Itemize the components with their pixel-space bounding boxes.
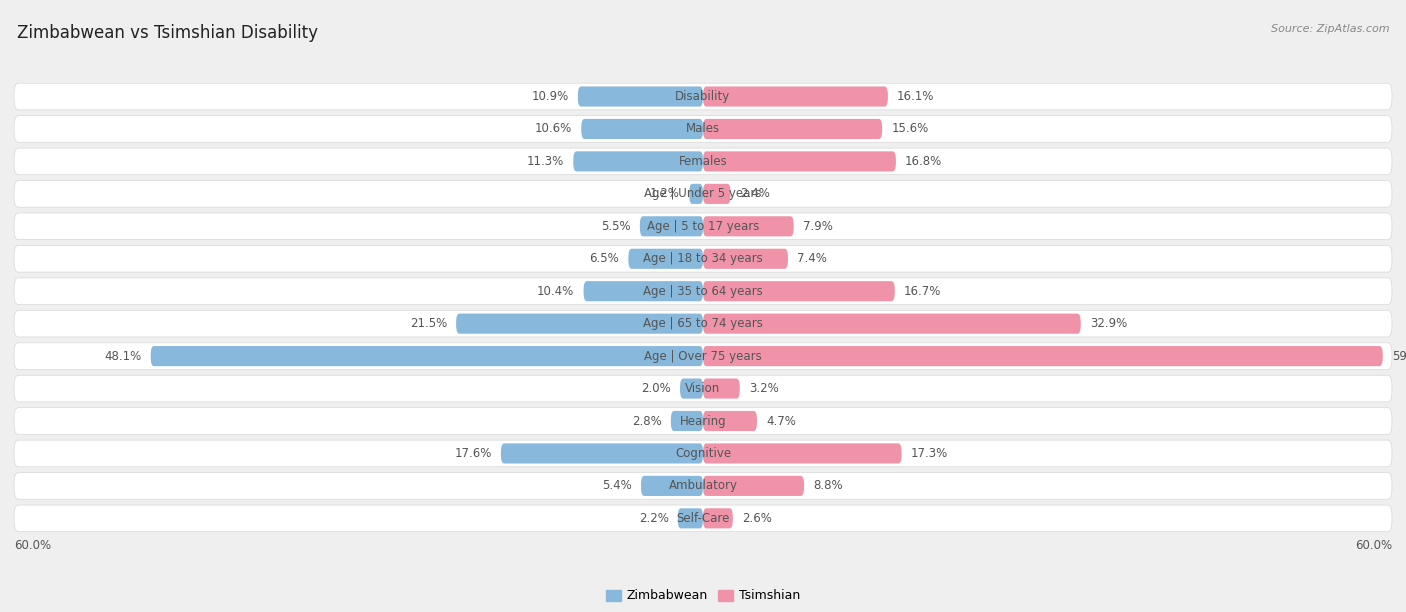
FancyBboxPatch shape	[574, 151, 703, 171]
Text: 21.5%: 21.5%	[409, 317, 447, 330]
Text: 60.0%: 60.0%	[14, 539, 51, 553]
Text: 6.5%: 6.5%	[589, 252, 619, 265]
Text: Age | Over 75 years: Age | Over 75 years	[644, 349, 762, 363]
FancyBboxPatch shape	[703, 476, 804, 496]
FancyBboxPatch shape	[678, 509, 703, 528]
Text: 2.4%: 2.4%	[740, 187, 769, 200]
Text: 10.6%: 10.6%	[534, 122, 572, 135]
FancyBboxPatch shape	[703, 216, 794, 236]
FancyBboxPatch shape	[14, 181, 1392, 207]
FancyBboxPatch shape	[628, 248, 703, 269]
FancyBboxPatch shape	[703, 378, 740, 398]
FancyBboxPatch shape	[681, 378, 703, 398]
Text: 16.7%: 16.7%	[904, 285, 941, 297]
FancyBboxPatch shape	[150, 346, 703, 366]
FancyBboxPatch shape	[14, 408, 1392, 435]
FancyBboxPatch shape	[703, 119, 882, 139]
FancyBboxPatch shape	[14, 83, 1392, 110]
Text: Zimbabwean vs Tsimshian Disability: Zimbabwean vs Tsimshian Disability	[17, 24, 318, 42]
FancyBboxPatch shape	[581, 119, 703, 139]
Text: 10.9%: 10.9%	[531, 90, 568, 103]
FancyBboxPatch shape	[671, 411, 703, 431]
Text: 3.2%: 3.2%	[749, 382, 779, 395]
FancyBboxPatch shape	[703, 184, 731, 204]
Text: 7.4%: 7.4%	[797, 252, 827, 265]
FancyBboxPatch shape	[14, 472, 1392, 499]
Text: 48.1%: 48.1%	[104, 349, 142, 363]
FancyBboxPatch shape	[14, 375, 1392, 402]
Text: 60.0%: 60.0%	[1355, 539, 1392, 553]
Text: Vision: Vision	[685, 382, 721, 395]
Text: 17.3%: 17.3%	[911, 447, 948, 460]
Text: Self-Care: Self-Care	[676, 512, 730, 525]
FancyBboxPatch shape	[703, 248, 787, 269]
FancyBboxPatch shape	[456, 313, 703, 334]
Text: 2.0%: 2.0%	[641, 382, 671, 395]
FancyBboxPatch shape	[578, 86, 703, 106]
Text: 59.2%: 59.2%	[1392, 349, 1406, 363]
Text: 1.2%: 1.2%	[650, 187, 681, 200]
FancyBboxPatch shape	[641, 476, 703, 496]
Text: 2.2%: 2.2%	[638, 512, 669, 525]
FancyBboxPatch shape	[689, 184, 703, 204]
Text: Age | 35 to 64 years: Age | 35 to 64 years	[643, 285, 763, 297]
FancyBboxPatch shape	[703, 411, 756, 431]
Text: 2.8%: 2.8%	[631, 414, 662, 428]
FancyBboxPatch shape	[703, 313, 1081, 334]
FancyBboxPatch shape	[14, 148, 1392, 174]
FancyBboxPatch shape	[583, 281, 703, 301]
Text: 8.8%: 8.8%	[813, 479, 842, 493]
Text: 16.8%: 16.8%	[905, 155, 942, 168]
Text: 2.6%: 2.6%	[742, 512, 772, 525]
Text: Age | 5 to 17 years: Age | 5 to 17 years	[647, 220, 759, 233]
Text: Age | 18 to 34 years: Age | 18 to 34 years	[643, 252, 763, 265]
Text: Age | 65 to 74 years: Age | 65 to 74 years	[643, 317, 763, 330]
Legend: Zimbabwean, Tsimshian: Zimbabwean, Tsimshian	[600, 584, 806, 607]
Text: Cognitive: Cognitive	[675, 447, 731, 460]
Text: Hearing: Hearing	[679, 414, 727, 428]
Text: 10.4%: 10.4%	[537, 285, 575, 297]
FancyBboxPatch shape	[14, 440, 1392, 467]
Text: Ambulatory: Ambulatory	[668, 479, 738, 493]
Text: 11.3%: 11.3%	[527, 155, 564, 168]
FancyBboxPatch shape	[14, 343, 1392, 370]
FancyBboxPatch shape	[14, 213, 1392, 240]
Text: 32.9%: 32.9%	[1090, 317, 1128, 330]
FancyBboxPatch shape	[501, 444, 703, 463]
FancyBboxPatch shape	[14, 116, 1392, 142]
Text: Disability: Disability	[675, 90, 731, 103]
Text: 5.5%: 5.5%	[600, 220, 631, 233]
Text: Females: Females	[679, 155, 727, 168]
FancyBboxPatch shape	[703, 346, 1382, 366]
FancyBboxPatch shape	[640, 216, 703, 236]
Text: 7.9%: 7.9%	[803, 220, 832, 233]
FancyBboxPatch shape	[14, 278, 1392, 305]
FancyBboxPatch shape	[703, 444, 901, 463]
Text: Males: Males	[686, 122, 720, 135]
FancyBboxPatch shape	[14, 245, 1392, 272]
FancyBboxPatch shape	[703, 151, 896, 171]
Text: 15.6%: 15.6%	[891, 122, 928, 135]
FancyBboxPatch shape	[14, 505, 1392, 532]
FancyBboxPatch shape	[703, 281, 894, 301]
Text: Source: ZipAtlas.com: Source: ZipAtlas.com	[1271, 24, 1389, 34]
Text: 17.6%: 17.6%	[454, 447, 492, 460]
FancyBboxPatch shape	[703, 509, 733, 528]
FancyBboxPatch shape	[14, 310, 1392, 337]
FancyBboxPatch shape	[703, 86, 887, 106]
Text: 4.7%: 4.7%	[766, 414, 796, 428]
Text: Age | Under 5 years: Age | Under 5 years	[644, 187, 762, 200]
Text: 16.1%: 16.1%	[897, 90, 935, 103]
Text: 5.4%: 5.4%	[602, 479, 631, 493]
